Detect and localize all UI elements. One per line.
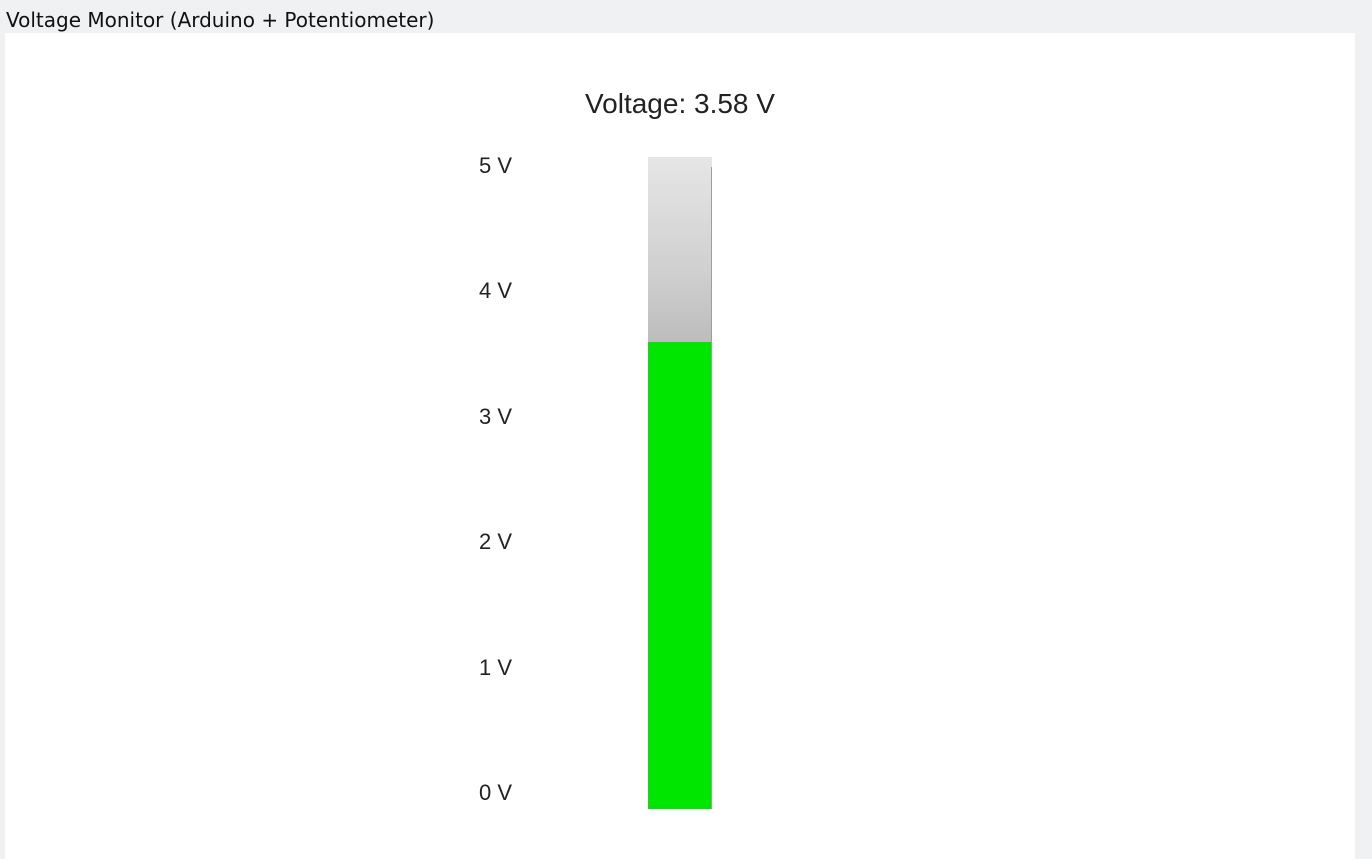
scale-tick-label: 4 V [478, 278, 512, 304]
voltage-bar-track [648, 157, 712, 809]
window-title: Voltage Monitor (Arduino + Potentiometer… [6, 8, 435, 32]
scale-tick-label: 3 V [478, 403, 512, 429]
scale-tick-label: 5 V [478, 153, 512, 178]
scale-tick-label: 0 V [478, 780, 512, 805]
voltage-readout: Voltage: 3.58 V [585, 88, 775, 119]
scale-tick-label: 2 V [478, 529, 512, 555]
voltage-bar-fill [648, 342, 712, 809]
scale-tick-label: 1 V [478, 654, 512, 680]
